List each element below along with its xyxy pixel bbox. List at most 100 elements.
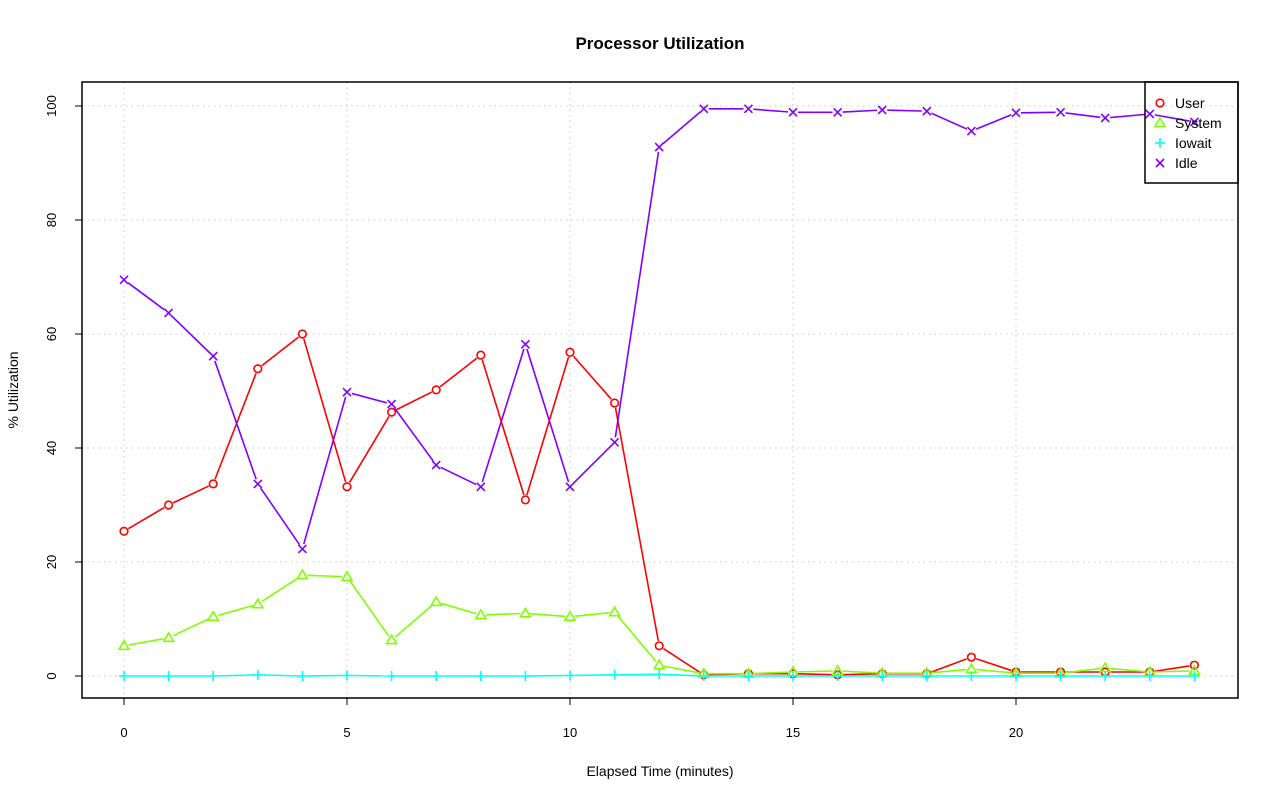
user-line-segment	[440, 358, 477, 387]
system-line-segment	[976, 670, 1011, 673]
idle-line-segment	[441, 467, 477, 484]
user-line-segment	[482, 360, 524, 495]
legend-iowait-icon	[1155, 138, 1165, 148]
user-point	[477, 351, 485, 359]
chart-title: Processor Utilization	[575, 34, 744, 53]
plot-frame	[82, 82, 1238, 698]
idle-line-segment	[261, 488, 300, 545]
user-line-segment	[128, 508, 164, 529]
system-line-segment	[486, 613, 521, 614]
idle-line-segment	[1066, 113, 1101, 117]
system-line-segment	[530, 614, 565, 617]
idle-point	[878, 106, 886, 114]
y-tick-label: 100	[44, 95, 59, 117]
user-line-segment	[573, 356, 611, 399]
idle-line-segment	[395, 408, 434, 461]
user-line-segment	[843, 674, 878, 675]
system-point	[297, 570, 307, 579]
idle-line-segment	[887, 110, 922, 111]
idle-line-segment	[128, 283, 165, 310]
user-point	[254, 365, 262, 373]
system-line-segment	[129, 639, 164, 645]
user-point	[968, 653, 976, 661]
user-point	[165, 501, 173, 509]
iowait-point	[431, 671, 441, 681]
idle-point	[298, 545, 306, 553]
user-line-segment	[663, 649, 699, 673]
system-line-segment	[1110, 668, 1145, 671]
y-tick-label: 40	[44, 441, 59, 455]
idle-line-segment	[304, 397, 346, 544]
system-point	[342, 572, 352, 581]
legend-system-icon	[1155, 118, 1165, 127]
idle-line-segment	[843, 110, 878, 112]
system-line-segment	[575, 613, 610, 617]
user-point	[611, 399, 619, 407]
legend-label: Idle	[1175, 155, 1198, 171]
system-point	[520, 608, 530, 617]
iowait-line-segment	[664, 674, 699, 675]
system-point	[164, 633, 174, 642]
idle-point	[477, 483, 485, 491]
system-line-segment	[218, 606, 253, 616]
x-tick-label: 20	[1009, 725, 1023, 740]
system-point	[431, 597, 441, 606]
user-point	[655, 642, 663, 650]
iowait-point	[610, 670, 620, 680]
legend-label: User	[1175, 95, 1205, 111]
idle-line-segment	[1110, 114, 1145, 117]
idle-line-segment	[753, 109, 788, 112]
iowait-point	[164, 671, 174, 681]
idle-line-segment	[663, 112, 700, 144]
x-tick-label: 5	[343, 725, 350, 740]
x-axis-label: Elapsed Time (minutes)	[586, 763, 733, 779]
user-line-segment	[304, 339, 346, 482]
idle-point	[834, 108, 842, 116]
idle-line-segment	[527, 349, 569, 482]
iowait-point	[476, 671, 486, 681]
idle-point	[165, 309, 173, 317]
user-point	[209, 480, 217, 488]
system-line-segment	[173, 619, 209, 636]
user-point	[432, 386, 440, 394]
system-line-segment	[395, 605, 432, 637]
iowait-line-segment	[263, 675, 298, 676]
iowait-point	[342, 670, 352, 680]
idle-point	[967, 127, 975, 135]
idle-line-segment	[931, 113, 966, 129]
legend-label: Iowait	[1175, 135, 1212, 151]
idle-point	[655, 143, 663, 151]
idle-line-segment	[482, 349, 524, 482]
iowait-point	[208, 671, 218, 681]
legend: User System Iowait Idle	[1145, 82, 1238, 183]
iowait-point	[387, 671, 397, 681]
idle-point	[923, 107, 931, 115]
user-line-segment	[976, 659, 1011, 671]
idle-point	[1057, 108, 1065, 116]
idle-point	[611, 438, 619, 446]
idle-point	[1146, 110, 1154, 118]
iowait-point	[119, 671, 129, 681]
system-line-segment	[441, 603, 476, 613]
idle-point	[521, 340, 529, 348]
idle-line-segment	[574, 446, 612, 483]
x-tick-label: 10	[563, 725, 577, 740]
iowait-point	[565, 670, 575, 680]
user-line-segment	[527, 357, 569, 495]
user-line-segment	[616, 408, 659, 641]
user-line-segment	[350, 416, 389, 482]
system-line-segment	[262, 578, 298, 602]
iowait-point	[297, 671, 307, 681]
idle-point	[432, 461, 440, 469]
system-line-segment	[798, 671, 833, 672]
iowait-point	[253, 670, 263, 680]
idle-point	[388, 400, 396, 408]
system-point	[119, 641, 129, 650]
system-point	[476, 610, 486, 619]
legend-label: System	[1175, 115, 1222, 131]
legend-idle-icon	[1156, 159, 1164, 167]
system-line-segment	[307, 575, 342, 576]
y-tick-label: 0	[44, 672, 59, 679]
system-line-segment	[618, 616, 656, 661]
user-line-segment	[173, 486, 209, 503]
